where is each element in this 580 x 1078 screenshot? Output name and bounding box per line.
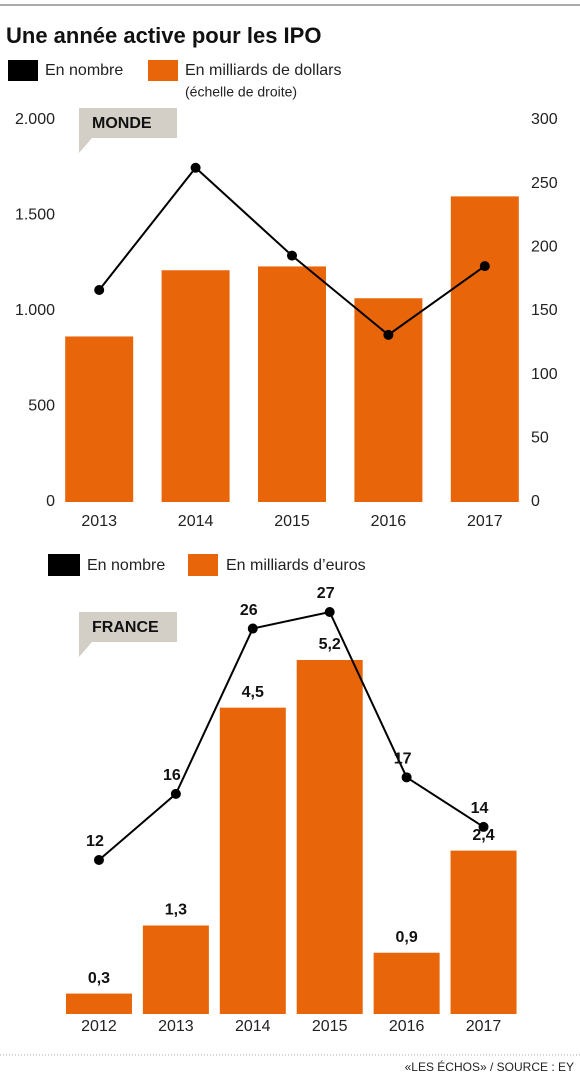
line-point — [170, 788, 181, 799]
x-tick-label: 2017 — [466, 1018, 502, 1035]
panel-box — [79, 108, 177, 138]
bar — [258, 266, 326, 502]
data-label: 26 — [240, 602, 258, 619]
y-tick-label: 0 — [46, 493, 55, 510]
line-point — [401, 772, 412, 783]
y-tick-label: 500 — [28, 398, 55, 415]
legend-swatch — [8, 60, 38, 81]
line-point — [478, 821, 489, 832]
bar — [142, 925, 209, 1014]
y2-tick-label: 100 — [531, 366, 558, 383]
data-label: 0,9 — [396, 929, 418, 946]
data-label: 5,2 — [319, 636, 341, 653]
legend-note: (échelle de droite) — [185, 84, 297, 100]
legend-swatch — [48, 554, 80, 576]
y2-tick-label: 300 — [531, 111, 558, 128]
x-tick-label: 2014 — [178, 513, 214, 530]
y-tick-label: 1.000 — [15, 302, 55, 319]
line-point — [93, 855, 104, 865]
data-label: 27 — [317, 585, 335, 602]
x-tick-label: 2016 — [371, 513, 407, 530]
line-point — [479, 261, 490, 272]
y-tick-label: 1.500 — [15, 207, 55, 224]
bar — [161, 270, 230, 502]
x-tick-label: 2016 — [389, 1018, 425, 1035]
bar — [219, 707, 286, 1014]
y2-tick-label: 50 — [531, 430, 549, 447]
bar — [373, 952, 440, 1014]
chart-title: Une année active pour les IPO — [6, 23, 321, 48]
line-point — [383, 329, 394, 340]
line-point — [190, 162, 201, 173]
data-label: 16 — [163, 767, 181, 784]
data-label: 4,5 — [242, 684, 264, 701]
data-label: 2,4 — [472, 827, 494, 844]
y2-tick-label: 0 — [531, 493, 540, 510]
bar — [296, 660, 363, 1014]
bar — [354, 298, 423, 502]
data-label: 17 — [394, 751, 412, 768]
panel-tail — [79, 642, 92, 657]
line-point — [94, 284, 105, 295]
data-label: 0,3 — [88, 970, 110, 987]
x-tick-label: 2013 — [158, 1018, 194, 1035]
bar — [65, 993, 132, 1014]
bar — [450, 850, 517, 1014]
line-point — [247, 623, 258, 634]
legend-label: En milliards de dollars — [185, 62, 342, 79]
legend-label: En nombre — [45, 62, 123, 79]
panel-box — [79, 612, 177, 642]
bar — [65, 336, 134, 502]
panel-label: FRANCE — [92, 619, 159, 636]
x-tick-label: 2012 — [81, 1018, 117, 1035]
panel-label: MONDE — [92, 115, 152, 132]
y-tick-label: 2.000 — [15, 111, 55, 128]
panel-tail — [79, 138, 92, 153]
line-point — [324, 607, 335, 617]
x-tick-label: 2015 — [274, 513, 310, 530]
x-tick-label: 2014 — [235, 1018, 271, 1035]
x-tick-label: 2017 — [467, 513, 503, 530]
y2-tick-label: 150 — [531, 302, 558, 319]
line-point — [287, 250, 297, 261]
legend-swatch — [188, 554, 218, 576]
legend-label: En milliards d’euros — [226, 557, 366, 574]
source: «LES ÉCHOS» / SOURCE : EY — [405, 1059, 574, 1074]
line — [98, 610, 485, 861]
bar — [450, 196, 519, 502]
x-tick-label: 2015 — [312, 1018, 348, 1035]
data-label: 1,3 — [165, 902, 187, 919]
x-tick-label: 2013 — [81, 513, 117, 530]
legend-swatch — [148, 60, 178, 81]
legend-label: En nombre — [87, 557, 165, 574]
data-label: 12 — [86, 833, 104, 850]
y2-tick-label: 250 — [531, 175, 558, 192]
data-label: 14 — [471, 800, 489, 817]
y2-tick-label: 200 — [531, 239, 558, 256]
